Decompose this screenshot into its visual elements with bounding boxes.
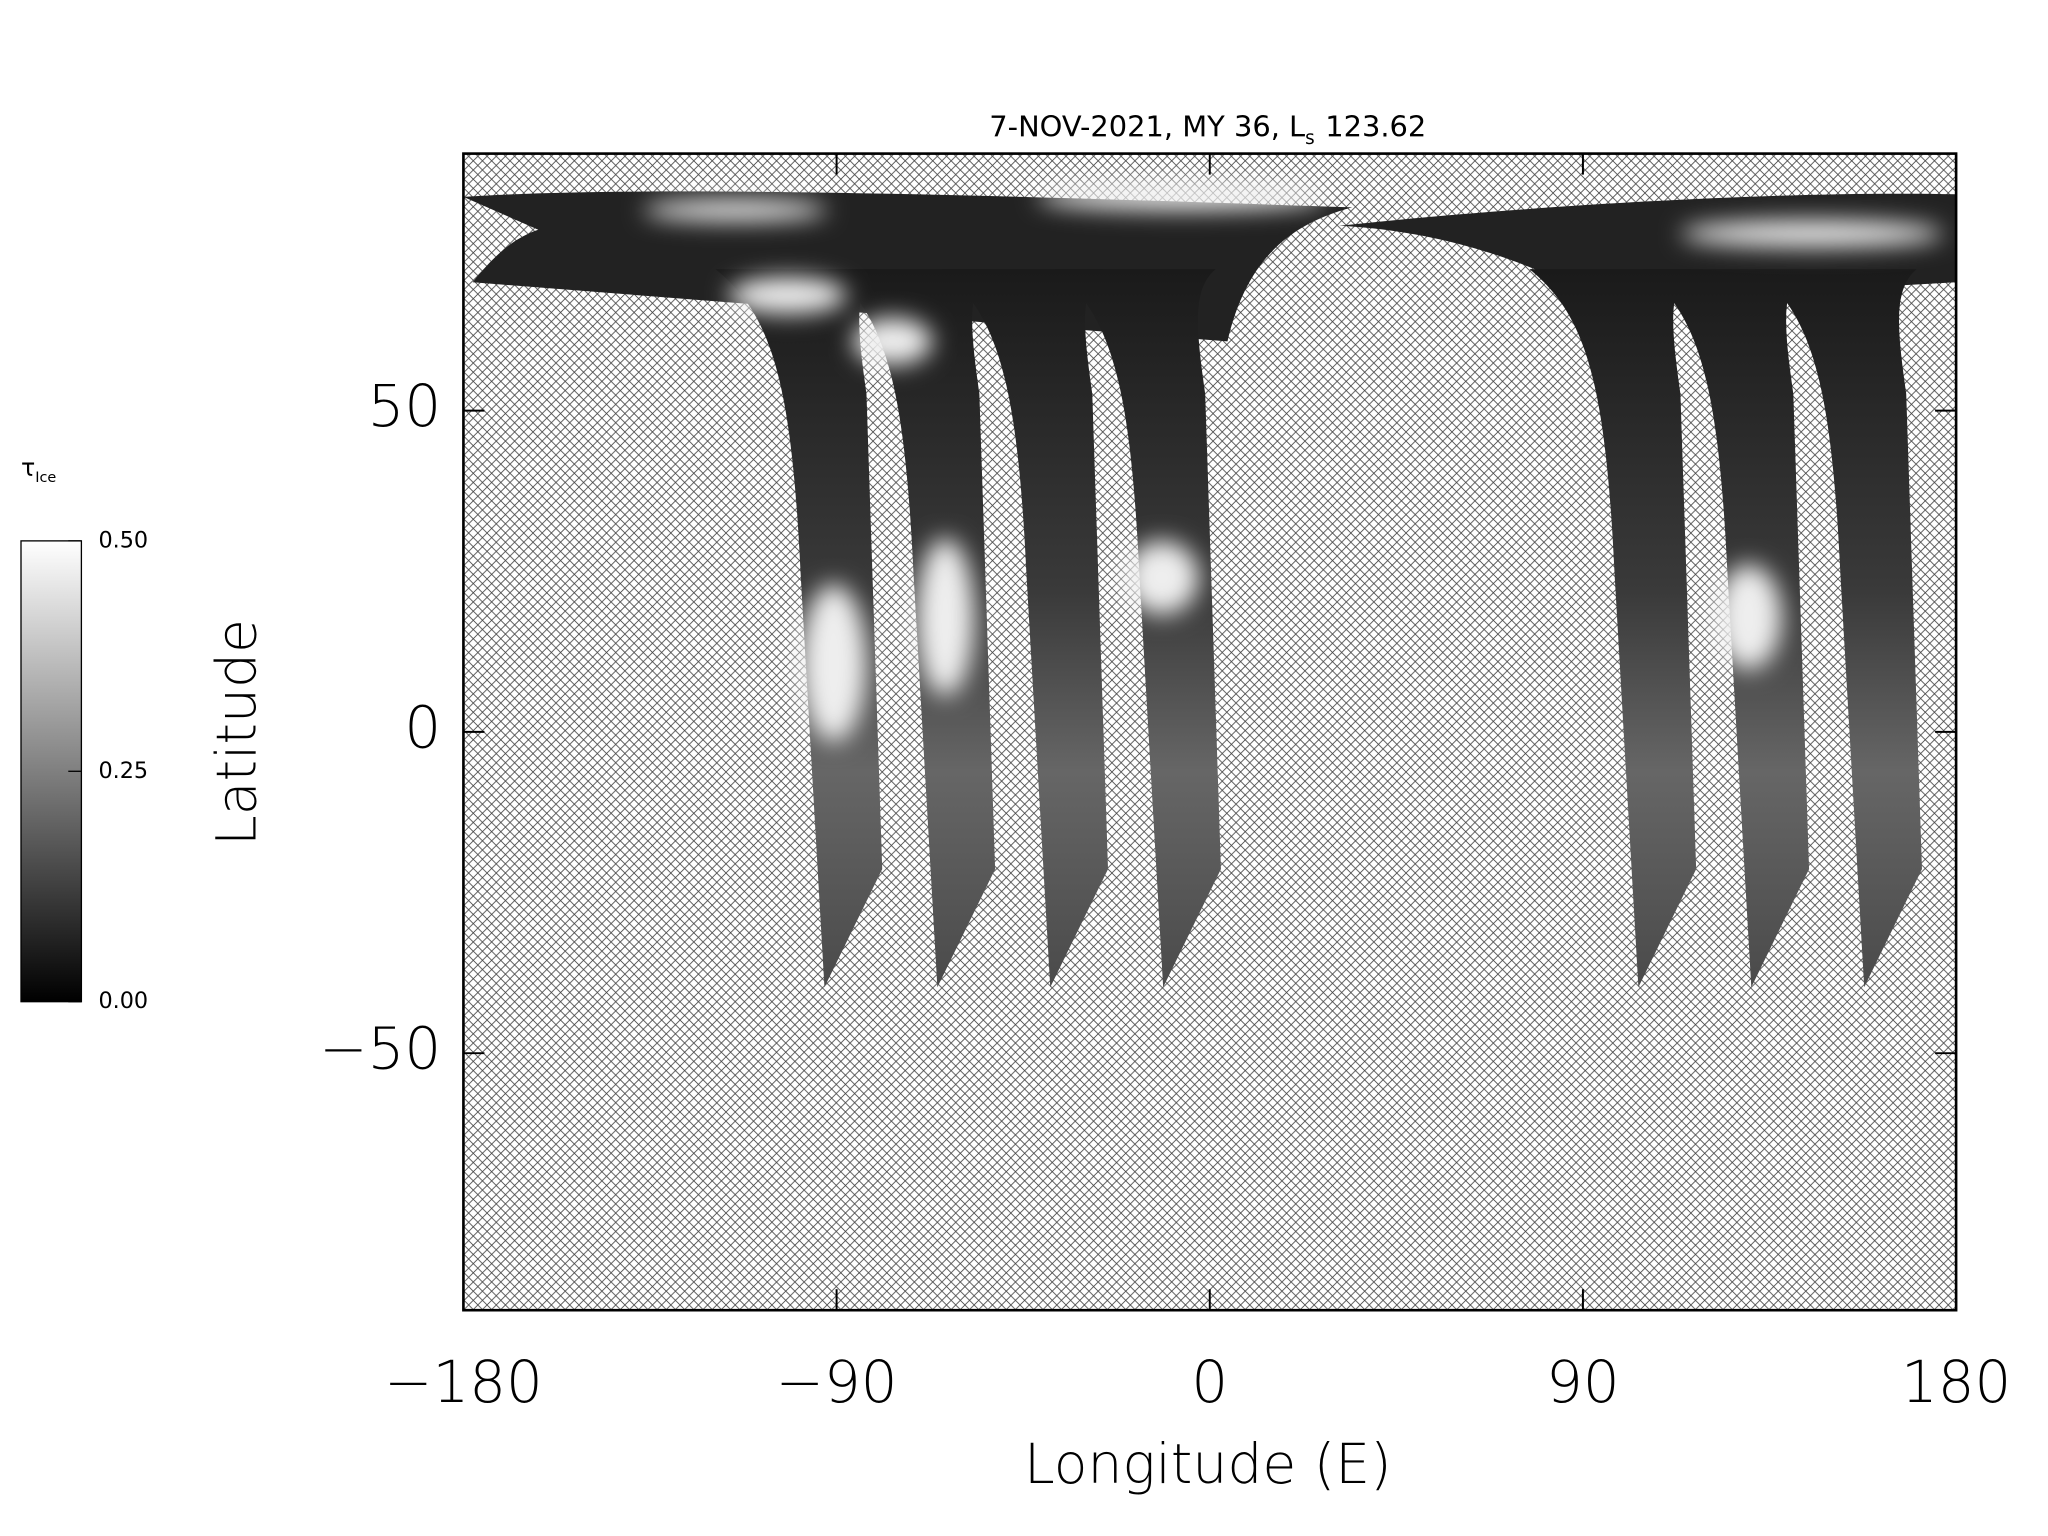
colorbar-tick-label: 0.50 <box>98 527 148 553</box>
title-text: 7-NOV-2021, MY 36, L <box>989 110 1305 144</box>
colorbar-label: τIce <box>21 453 56 486</box>
x-tick-label: 0 <box>1191 1348 1228 1416</box>
colorbar-tick-label: 0.00 <box>98 988 148 1014</box>
map-image <box>463 153 1957 1311</box>
x-tick-label: −180 <box>384 1348 543 1416</box>
x-tick-label: −90 <box>776 1348 898 1416</box>
title-value: 123.62 <box>1325 110 1426 144</box>
x-axis-title: Longitude (E) <box>1024 1433 1392 1497</box>
colorbar-symbol: τ <box>21 453 35 481</box>
y-tick-label: 0 <box>404 693 441 761</box>
title-subscript: s <box>1305 128 1315 149</box>
colorbar-tick-label: 0.25 <box>98 758 148 784</box>
chart-title: 7-NOV-2021, MY 36, Ls 123.62 <box>989 110 1426 150</box>
x-tick-label: 90 <box>1546 1348 1620 1416</box>
y-axis-title: Latitude <box>205 619 269 846</box>
colorbar-subscript: Ice <box>35 470 56 486</box>
x-tick-label: 180 <box>1901 1348 2011 1416</box>
y-tick-label: −50 <box>319 1015 441 1083</box>
y-tick-label: 50 <box>368 372 442 440</box>
